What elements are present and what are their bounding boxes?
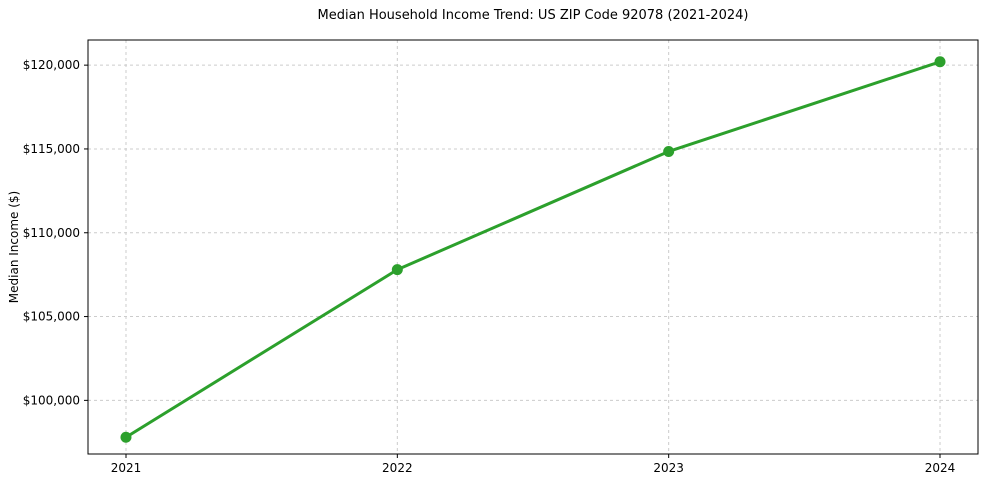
y-tick-label: $115,000 (23, 142, 80, 156)
data-point (391, 264, 403, 276)
x-tick-label: 2023 (653, 461, 684, 475)
data-point (934, 56, 946, 68)
plot-border (87, 39, 979, 455)
series-line (124, 60, 942, 439)
y-tick-label: $120,000 (23, 58, 80, 72)
x-tick-label: 2021 (111, 461, 142, 475)
x-tick-label: 2022 (382, 461, 413, 475)
x-tick-label: 2024 (925, 461, 956, 475)
y-tick-label: $110,000 (23, 226, 80, 240)
y-tick-label: $105,000 (23, 310, 80, 324)
data-point (663, 145, 675, 157)
y-tick-label: $100,000 (23, 393, 80, 407)
data-point (120, 431, 132, 443)
chart-title: Median Household Income Trend: US ZIP Co… (317, 8, 749, 23)
